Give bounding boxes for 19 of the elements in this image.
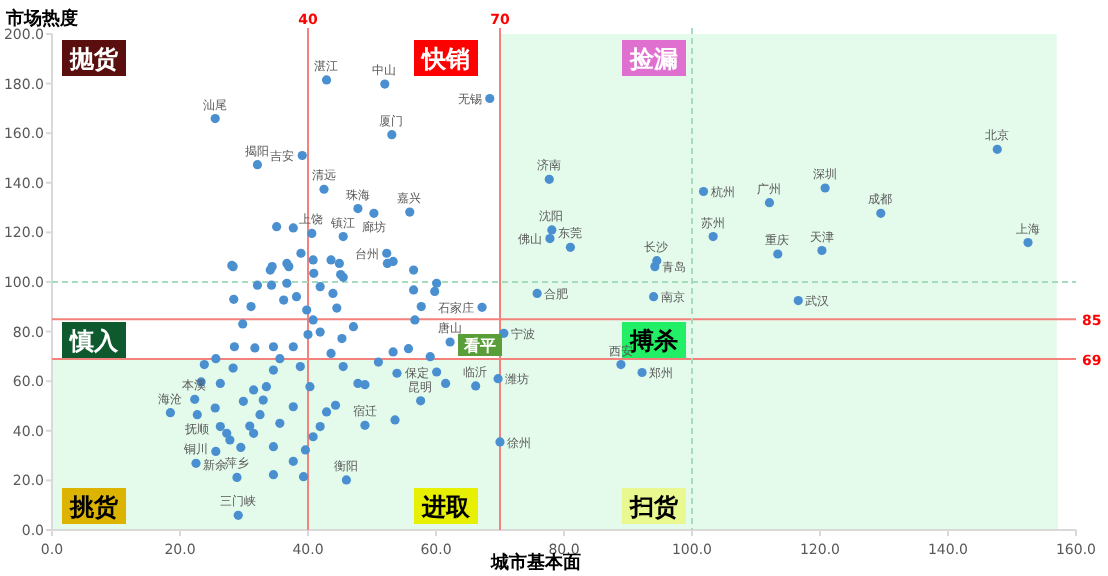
annotation: 搏杀 [628,327,678,355]
annotation: 捡漏 [628,45,678,73]
annotation: 慎入 [68,327,120,355]
y-axis-title: 市场热度 [4,8,78,30]
x-axis-title: 城市基本面 [489,552,581,574]
annotation: 快销 [420,45,470,73]
label-box: 扫货 [622,488,686,524]
annotation: 抛货 [68,45,120,73]
label-box: 捡漏 [622,40,686,76]
label-box: 进取 [414,488,478,524]
annotation: 看平 [462,337,496,355]
annotation: 进取 [420,493,472,521]
label-box: 抛货 [62,40,126,76]
label-box: 快销 [414,40,478,76]
annotation: 挑货 [68,493,120,521]
label-box: 挑货 [62,488,126,524]
annotation: 扫货 [628,493,680,521]
label-box: 慎入 [62,322,126,358]
label-box: 看平 [458,334,502,356]
